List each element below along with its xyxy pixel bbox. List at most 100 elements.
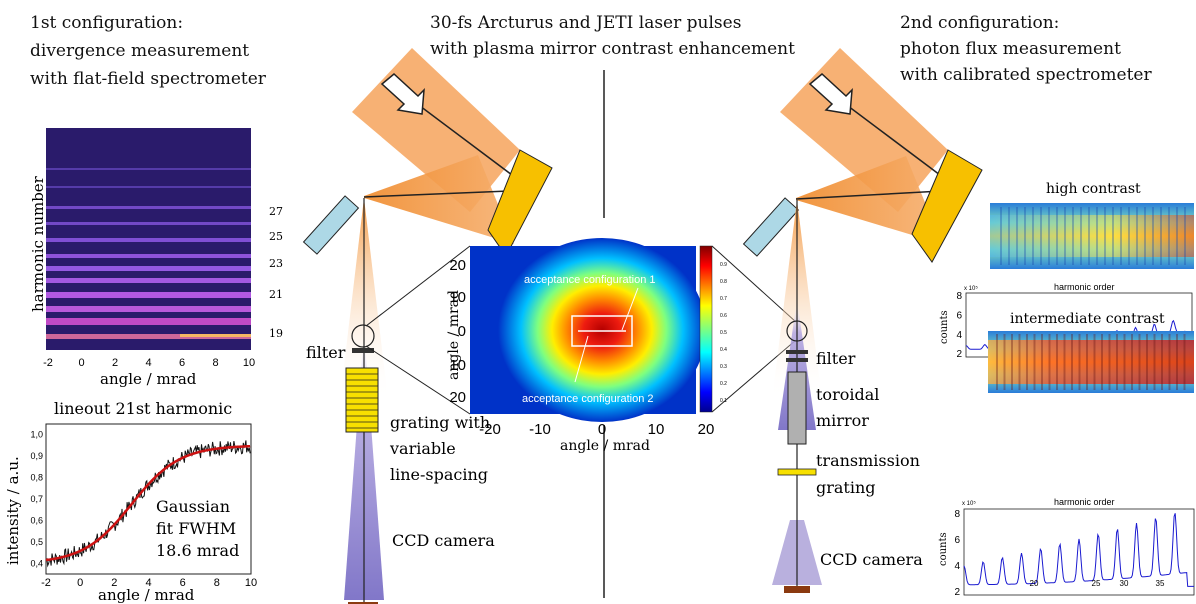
spectrum1-xlabel: angle / mrad	[100, 370, 197, 388]
lineout-ytick: 1,0	[30, 430, 43, 440]
map-xtick: -10	[529, 421, 551, 438]
acceptance-map: acceptance configuration 1 acceptance co…	[470, 238, 706, 422]
map-yticks: 20 10 0 10 20	[449, 257, 466, 406]
lineout-ylabel: intensity / a.u.	[4, 456, 22, 565]
map-xtick: 0	[598, 421, 606, 438]
map-ytick: 10	[449, 289, 466, 306]
plot2-ytick: 2	[954, 587, 960, 598]
colorbar-tick: 0.4	[720, 347, 727, 353]
spectrum1-xtick: 4	[145, 357, 151, 369]
spectrum1-xtick: -2	[43, 357, 53, 369]
filter-right-a	[786, 350, 808, 354]
filter-right-b	[786, 358, 808, 362]
config2-header: 2nd configuration: photon flux measureme…	[900, 13, 1152, 85]
toroidal-mirror-label: toroidal mirror	[816, 385, 879, 430]
lineout-fit-line	[45, 444, 251, 562]
spectrum1-xticks: -2 0 2 4 6 8 10	[43, 357, 255, 369]
spectrum1-xtick: 8	[212, 357, 218, 369]
grating-left-line3: line-spacing	[390, 465, 488, 484]
grating-left-label: grating with variable line-spacing	[389, 413, 490, 484]
filter-left-label: filter	[306, 343, 346, 362]
mirror-line2: mirror	[816, 411, 869, 430]
acceptance-label2: acceptance configuration 2	[522, 393, 653, 405]
plot1-title: harmonic order	[1054, 282, 1115, 292]
camera-left-label: CCD camera	[392, 531, 495, 550]
spectrum1-image	[46, 128, 251, 350]
plot1-ytick: 2	[956, 349, 962, 360]
zoom-line-l1	[365, 245, 471, 327]
lineout-xtick: 6	[180, 577, 186, 589]
colorbar-tick: 0.1	[720, 398, 727, 404]
lineout-plot	[45, 423, 252, 575]
plot1-yticks: 8 6 4 2	[956, 291, 962, 360]
ccd-camera-right	[784, 586, 810, 593]
colorbar-tick: 0.7	[720, 296, 727, 302]
spectrum1-xtick: 0	[78, 357, 84, 369]
plot1-exponent: x 10⁵	[964, 285, 978, 292]
lineout-xtick: 0	[77, 577, 83, 589]
lineout-xtick: 2	[111, 577, 117, 589]
harmonic-label: 23	[269, 257, 283, 270]
colorbar-tick: 0.6	[720, 313, 727, 319]
arrow-icon	[808, 73, 853, 115]
colorbar-tick: 0.2	[720, 381, 727, 387]
filter-left	[352, 348, 374, 353]
vls-grating	[345, 367, 379, 433]
lineout-ytick: 0,6	[30, 515, 43, 525]
spectrum1-xtick: 2	[112, 357, 118, 369]
harmonic-label: 27	[269, 205, 283, 218]
plot2-xtick: 20	[1030, 579, 1039, 588]
lineout-yticks: 1,0 0,9 0,8 0,7 0,6 0,5 0,4	[30, 430, 43, 569]
plot2-spectrum-line	[963, 513, 1194, 587]
lineout-xtick: 8	[214, 577, 220, 589]
colorbar: 0.9 0.8 0.7 0.6 0.5 0.4 0.3 0.2 0.1	[699, 245, 727, 413]
plot2-xtick: 35	[1156, 579, 1165, 588]
harmonic-label: 25	[269, 230, 283, 243]
lineout-xlabel: angle / mrad	[98, 586, 195, 604]
plot2-xticks: 20 25 30 35	[1030, 579, 1165, 588]
plasma-mirror-right	[742, 197, 800, 257]
focusing-mirror-right	[911, 149, 983, 263]
lineout-xtick: 4	[145, 577, 151, 589]
zoom-line-l2	[365, 345, 471, 415]
label2-pointer	[574, 335, 589, 383]
lineout-ytick: 0,4	[30, 558, 43, 568]
plasma-mirror-left	[302, 195, 360, 255]
lineout-ytick: 0,9	[30, 451, 43, 461]
plot2-ytick: 4	[954, 561, 960, 572]
map-ytick: 10	[449, 357, 466, 374]
plot2-exponent: x 10⁵	[962, 500, 976, 507]
spectrum1-stripes	[46, 168, 251, 339]
map-xticks: -20 -10 0 10 20	[479, 421, 714, 438]
counts-plot-2	[963, 508, 1195, 596]
colorbar-tick: 0.8	[720, 279, 727, 285]
colorbar-tick: 0.5	[720, 330, 727, 336]
toroidal-mirror	[787, 371, 807, 445]
arrow-icon	[380, 73, 425, 115]
config2-line3: with calibrated spectrometer	[900, 65, 1152, 85]
mirror-line1: toroidal	[816, 385, 879, 404]
plot2-yticks: 8 6 4 2	[954, 509, 960, 598]
laser-line1: 30-fs Arcturus and JETI laser pulses	[430, 13, 741, 33]
ccd-camera-left	[348, 602, 378, 604]
plot2-xtick: 30	[1120, 579, 1129, 588]
plot2-ylabel: counts	[938, 532, 949, 566]
acceptance-box	[571, 315, 633, 347]
zoom-line-r1	[711, 245, 797, 323]
map-xtick: -20	[479, 421, 501, 438]
plot2-xtick: 25	[1092, 579, 1101, 588]
transmission-grating	[777, 468, 817, 476]
config1-line2: divergence measurement	[30, 41, 249, 61]
grating-left-line1: grating with	[390, 413, 490, 432]
harmonic-label: 21	[269, 288, 283, 301]
map-ytick: 20	[449, 389, 466, 406]
laser-line2: with plasma mirror contrast enhancement	[430, 39, 795, 59]
label1-pointer	[621, 287, 639, 331]
plot2-title: harmonic order	[1054, 497, 1115, 507]
config1-header: 1st configuration: divergence measuremen…	[30, 13, 267, 89]
transmission-grating-label: transmission grating	[816, 451, 920, 497]
config2-line2: photon flux measurement	[900, 39, 1121, 59]
lineout-xticks: -2 0 2 4 6 8 10	[41, 577, 257, 589]
config2-line1: 2nd configuration:	[900, 13, 1059, 33]
aperture-circle-left	[351, 324, 375, 348]
